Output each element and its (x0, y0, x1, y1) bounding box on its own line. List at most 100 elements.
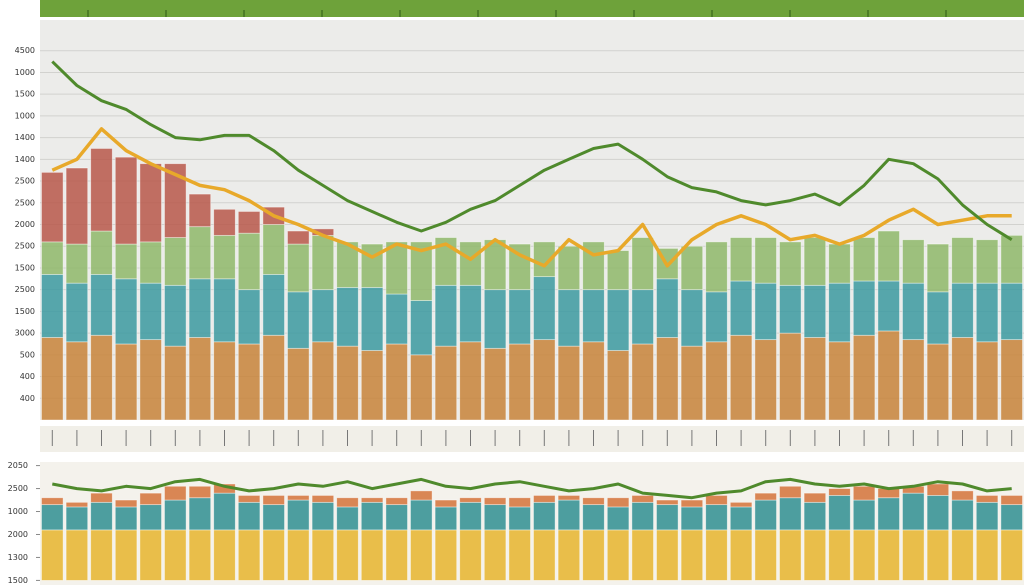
y-tick-label: 1300 (8, 553, 28, 562)
bar-segment (779, 284, 802, 334)
bar-segment (385, 529, 408, 581)
y-tick-label: 2500 (8, 484, 28, 493)
y-tick-label: 400 (20, 372, 35, 381)
bar-segment (951, 237, 974, 284)
bar-segment (803, 337, 827, 421)
bar-segment (410, 241, 433, 301)
bar-segment (951, 337, 974, 421)
bar-segment (902, 529, 925, 581)
bar-segment (656, 337, 679, 421)
bar-segment (680, 245, 704, 291)
bar-segment (188, 337, 212, 421)
bar-segment (287, 495, 310, 501)
bar-segment (41, 241, 64, 275)
bar-segment (926, 529, 950, 581)
y-tick-label: 1000 (8, 507, 28, 516)
bar-segment (951, 529, 974, 581)
bar-segment (213, 208, 236, 236)
bar-segment (213, 234, 236, 280)
bar-segment (631, 529, 654, 581)
bar-segment (557, 495, 581, 501)
bar-segment (852, 237, 876, 282)
bar-segment (311, 289, 335, 343)
bar-segment (852, 334, 876, 421)
bar-segment (139, 241, 162, 284)
bar-segment (164, 163, 187, 238)
bar-segment (311, 501, 335, 531)
bar-segment (114, 278, 138, 345)
bar-segment (680, 499, 704, 508)
bar-segment (360, 350, 384, 421)
bar-segment (287, 529, 310, 581)
bar-segment (975, 501, 999, 531)
bar-segment (582, 529, 605, 581)
bar-segment (606, 250, 630, 291)
bar-segment (139, 339, 162, 421)
bar-segment (410, 300, 433, 356)
bar-segment (533, 276, 556, 341)
y-tick-label: 3000 (15, 329, 35, 338)
bar-segment (287, 347, 310, 421)
y-tick-label: 2500 (15, 242, 35, 251)
bar-segment (754, 499, 777, 531)
bar-segment (262, 274, 285, 336)
bar-segment (459, 284, 482, 343)
bar-segment (1000, 529, 1023, 581)
bar-segment (803, 284, 827, 338)
bar-segment (852, 485, 876, 501)
bar-segment (164, 529, 187, 581)
bar-segment (311, 234, 335, 291)
bar-segment (434, 529, 458, 581)
bar-segment (459, 497, 482, 503)
bar-segment (65, 341, 89, 421)
bar-segment (483, 504, 507, 531)
bar-segment (705, 504, 728, 531)
bar-segment (729, 529, 753, 581)
bar-segment (803, 501, 827, 531)
bar-segment (164, 499, 187, 531)
bar-segment (508, 497, 531, 508)
bar-segment (631, 501, 654, 531)
bar-segment (90, 492, 113, 503)
bar-segment (139, 163, 162, 243)
bar-segment (828, 282, 851, 343)
bar-segment (606, 497, 630, 508)
bar-segment (336, 287, 359, 347)
bar-segment (188, 485, 212, 499)
bar-segment (213, 341, 236, 421)
bar-segment (483, 497, 507, 506)
bar-segment (311, 495, 335, 503)
bar-segment (188, 226, 212, 280)
bar-segment (508, 506, 531, 531)
bar-segment (360, 243, 384, 288)
bar-segment (582, 289, 605, 343)
bar-segment (1000, 495, 1023, 506)
bar-segment (237, 343, 261, 421)
bar-segment (557, 499, 581, 531)
bar-segment (680, 345, 704, 421)
bar-segment (877, 230, 900, 282)
y-tick-label: 1000 (15, 68, 35, 77)
bar-segment (410, 354, 433, 421)
bar-segment (65, 243, 89, 284)
bar-segment (336, 529, 359, 581)
bar-segment (631, 289, 654, 345)
bar-segment (483, 529, 507, 581)
bar-segment (1000, 282, 1023, 341)
bar-segment (41, 529, 64, 581)
y-tick-label: 2500 (15, 285, 35, 294)
bar-segment (852, 529, 876, 581)
y-tick-label: 500 (20, 350, 35, 359)
bar-segment (90, 230, 113, 275)
bar-segment (287, 499, 310, 531)
bar-segment (902, 239, 925, 284)
bar-segment (606, 350, 630, 421)
line (51, 127, 1012, 268)
bar-segment (680, 529, 704, 581)
bar-segment (705, 291, 728, 343)
bar-segment (508, 343, 531, 421)
bar-segment (459, 341, 482, 421)
bar-segment (336, 506, 359, 531)
y-tick-label: 400 (20, 394, 35, 403)
bar-segment (385, 497, 408, 506)
